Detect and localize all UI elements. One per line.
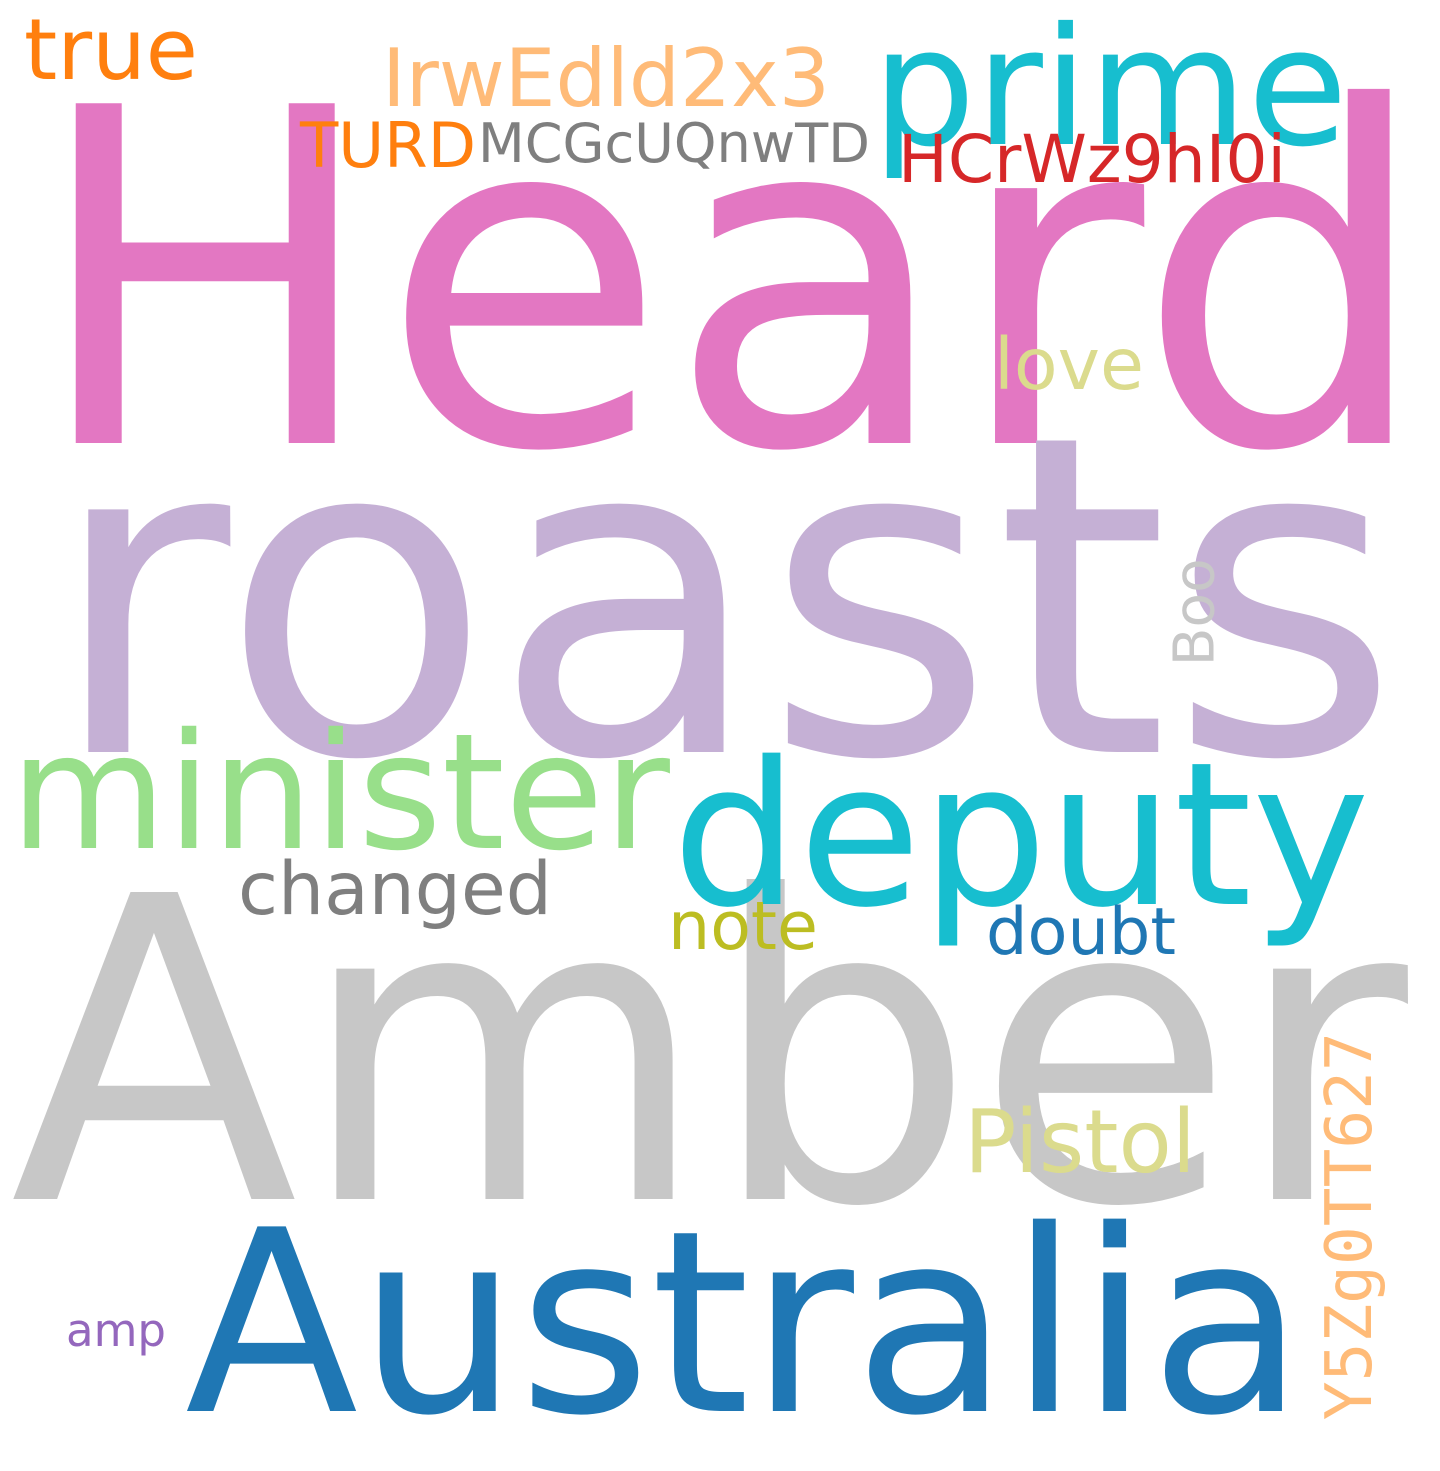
word-deputy: deputy <box>672 720 1370 953</box>
word-hcrwz9hi0i: HCrWz9hI0i <box>898 119 1286 198</box>
word-love: love <box>994 323 1144 407</box>
word-amber: Amber <box>10 809 1408 1300</box>
word-changed: changed <box>238 846 552 932</box>
word-boo: Boo <box>1162 557 1228 666</box>
word-prime: prime <box>872 0 1348 184</box>
word-true: true <box>24 0 198 99</box>
word-amp: amp <box>66 1303 166 1357</box>
word-pistol: Pistol <box>964 1091 1196 1194</box>
word-roasts: roasts <box>48 339 1400 857</box>
word-mcgcuqnwtd: MCGcUQnwTD <box>478 111 870 175</box>
word-minister: minister <box>10 698 670 886</box>
word-heard: Heard <box>30 10 1432 553</box>
word-doubt: doubt <box>986 894 1176 971</box>
word-y5zg0tt627: Y5Zg0TT627 <box>1311 1032 1387 1420</box>
word-australia: Australia <box>185 1176 1305 1471</box>
word-irwedld2x3: IrwEdld2x3 <box>382 30 831 125</box>
word-turd: TURD <box>300 108 477 182</box>
word-cloud: Heard roasts Amber Australia deputy mini… <box>10 0 1432 1451</box>
word-note: note <box>668 886 818 965</box>
